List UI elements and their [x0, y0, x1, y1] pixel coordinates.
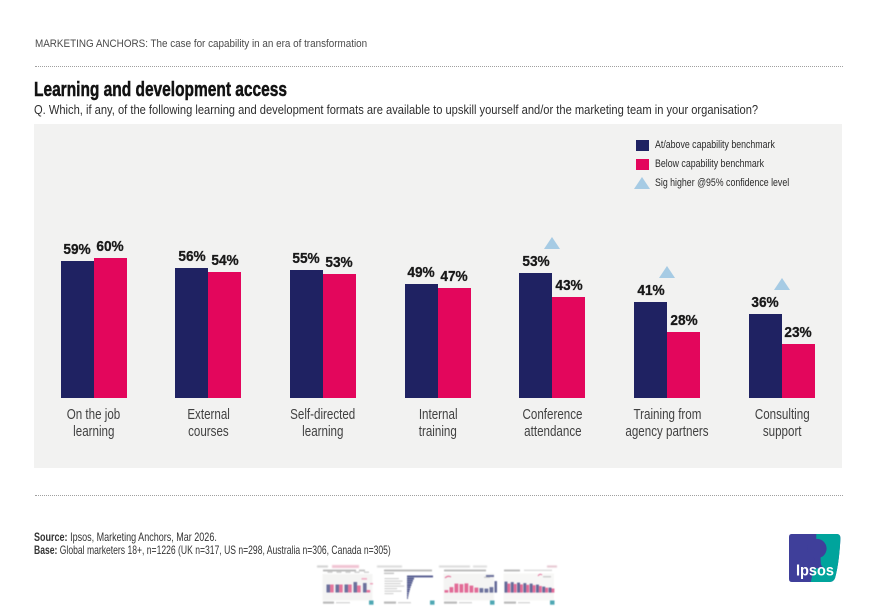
- svg-text:Ipsos: Ipsos: [796, 562, 834, 579]
